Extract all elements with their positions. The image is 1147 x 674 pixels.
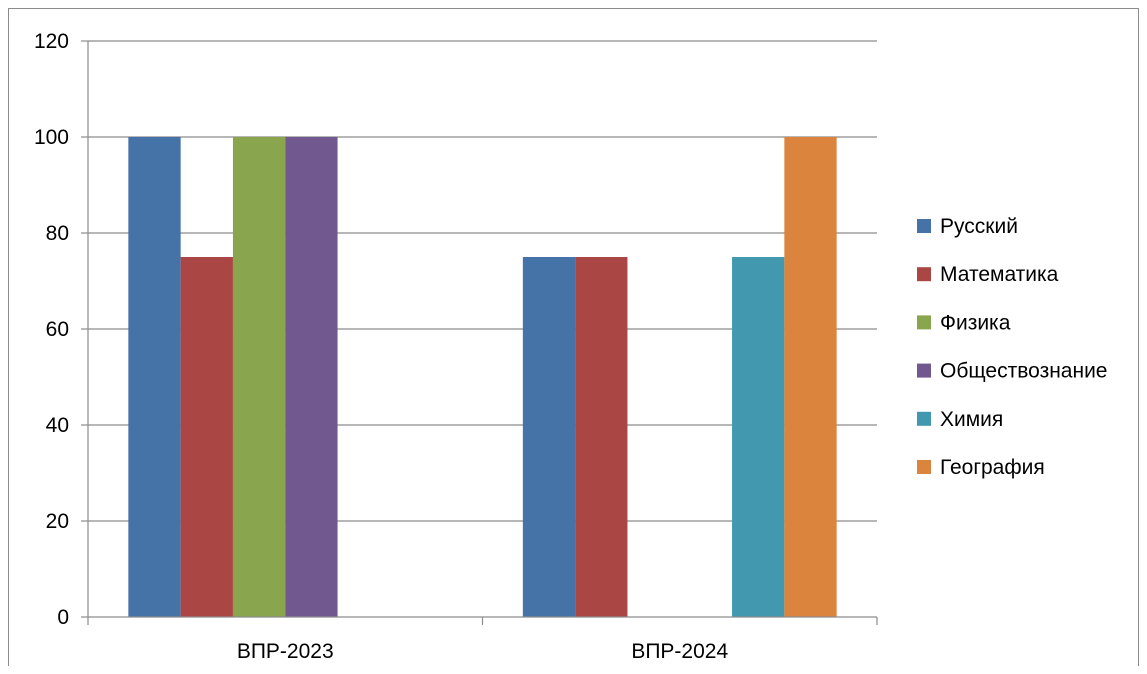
legend-label: Русский <box>940 215 1018 238</box>
bar <box>575 257 628 617</box>
legend-swatch <box>917 267 931 282</box>
chart-frame <box>8 8 1139 666</box>
bar <box>180 257 233 617</box>
legend: Русский Математика Физика Обществознание Хим… <box>917 215 1107 479</box>
legend-label: Математика <box>940 263 1059 286</box>
y-tick-label: 60 <box>46 318 69 341</box>
legend-label: География <box>940 456 1045 479</box>
legend-swatch <box>917 460 931 474</box>
x-tick-label: ВПР-2023 <box>237 640 334 663</box>
bar <box>232 137 286 617</box>
axes: 0 20 40 60 80 100 120 ВПР-2023 ВПР-2024 <box>34 30 878 663</box>
y-tick-label: 40 <box>46 414 69 437</box>
legend-label: Обществознание <box>940 360 1107 383</box>
x-tick-label: ВПР-2024 <box>631 640 728 663</box>
bar <box>732 257 785 617</box>
legend-swatch <box>917 411 931 426</box>
legend-label: Физика <box>940 311 1011 334</box>
y-tick-label: 120 <box>34 30 69 53</box>
y-tick-label: 20 <box>46 510 69 533</box>
legend-swatch <box>917 315 931 330</box>
y-tick-label: 0 <box>57 606 69 629</box>
legend-swatch <box>917 363 931 378</box>
bar <box>285 137 338 617</box>
y-tick-label: 80 <box>46 222 69 245</box>
bars <box>128 137 837 617</box>
y-tick-label: 100 <box>34 126 69 149</box>
bar <box>128 137 181 617</box>
legend-label: Химия <box>940 408 1003 431</box>
bar <box>522 257 576 617</box>
legend-swatch <box>917 219 931 233</box>
bar <box>784 137 837 617</box>
